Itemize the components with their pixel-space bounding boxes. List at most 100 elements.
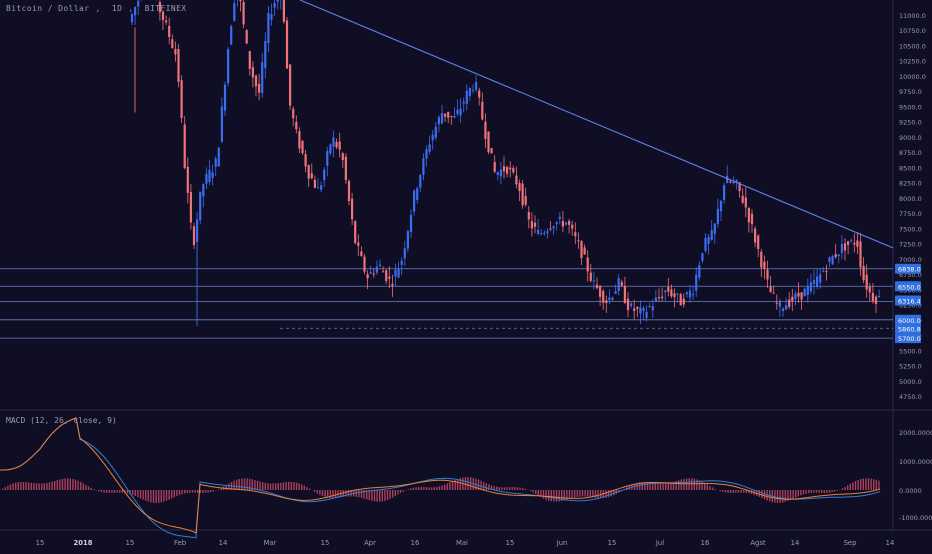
- macd-histogram-bar: [805, 490, 806, 494]
- candle-body: [528, 212, 530, 219]
- candle-body: [522, 184, 524, 206]
- price-tick-label: 10000.0: [899, 73, 926, 81]
- macd-histogram-bar: [704, 483, 705, 490]
- candle-body: [460, 108, 462, 115]
- candle-body: [199, 192, 201, 221]
- candle-body: [367, 274, 369, 278]
- candle-body: [596, 285, 598, 288]
- candle-body: [577, 240, 579, 241]
- candle-body: [422, 158, 424, 174]
- macd-histogram-bar: [153, 490, 154, 503]
- trendline: [300, 0, 893, 248]
- candle-body: [382, 271, 384, 272]
- macd-histogram-bar: [434, 487, 435, 490]
- macd-histogram-bar: [683, 479, 684, 490]
- candle-body: [512, 168, 514, 172]
- macd-histogram-bar: [88, 486, 89, 490]
- candle-body: [478, 90, 480, 97]
- price-tick-label: 4750.0: [899, 393, 922, 401]
- candle-body: [432, 135, 434, 140]
- candle-body: [394, 270, 396, 277]
- candle-body: [856, 240, 858, 246]
- price-label-text: 5700.0: [898, 335, 921, 343]
- candle-body: [221, 106, 223, 141]
- candle-body: [770, 287, 772, 293]
- candle-body: [677, 293, 679, 294]
- candle-body: [376, 267, 378, 273]
- candle-body: [717, 209, 719, 224]
- time-tick-label: Mai: [456, 539, 468, 547]
- macd-histogram-bar: [46, 483, 47, 490]
- macd-histogram-bar: [722, 490, 723, 492]
- candle-body: [825, 271, 827, 272]
- candle-body: [416, 188, 418, 200]
- candle-body: [782, 309, 784, 312]
- candle-body: [664, 291, 666, 293]
- macd-histogram-bar: [694, 479, 695, 490]
- candle-body: [537, 230, 539, 234]
- candle-body: [469, 88, 471, 96]
- macd-histogram-bar: [194, 490, 195, 493]
- candle-body: [723, 185, 725, 200]
- price-tick-label: 7500.0: [899, 225, 922, 233]
- macd-histogram-bar: [304, 486, 305, 490]
- candle-body: [574, 232, 576, 236]
- price-tick-label: 5500.0: [899, 347, 922, 355]
- macd-histogram-bar: [545, 490, 546, 500]
- macd-histogram-bar: [317, 490, 318, 493]
- macd-histogram-bar: [150, 490, 151, 502]
- candle-body: [559, 217, 561, 219]
- macd-indicator-title[interactable]: MACD (12, 26, close, 9): [6, 416, 117, 425]
- time-tick-label: 14: [219, 539, 228, 547]
- macd-histogram-bar: [564, 490, 565, 500]
- macd-histogram-bar: [709, 486, 710, 490]
- macd-histogram-bar: [452, 481, 453, 490]
- macd-histogram-bar: [816, 490, 817, 493]
- macd-histogram-bar: [361, 490, 362, 498]
- interval-label: 1D: [112, 4, 122, 13]
- macd-histogram-bar: [114, 490, 115, 493]
- candle-body: [819, 274, 821, 283]
- candle-body: [708, 237, 710, 244]
- macd-histogram-bar: [25, 482, 26, 490]
- macd-histogram-bar: [38, 484, 39, 490]
- macd-histogram-bar: [12, 483, 13, 490]
- macd-histogram-bar: [400, 490, 401, 493]
- macd-histogram-bar: [75, 480, 76, 490]
- time-tick-label: Apr: [364, 539, 376, 547]
- candle-body: [277, 0, 279, 2]
- candle-body: [810, 282, 812, 291]
- macd-histogram-bar: [207, 490, 208, 493]
- macd-tick-label: 1000.0000: [899, 458, 932, 466]
- candle-body: [549, 229, 551, 230]
- macd-histogram-bar: [499, 487, 500, 490]
- price-label-text: 6550.0: [898, 283, 921, 291]
- candle-body: [866, 275, 868, 290]
- candle-body: [491, 148, 493, 153]
- candle-body: [822, 271, 824, 272]
- macd-line: [0, 418, 880, 538]
- price-label-text: 6838.0: [898, 266, 921, 274]
- macd-histogram-bar: [863, 479, 864, 490]
- macd-histogram-bar: [122, 490, 123, 493]
- macd-histogram-bar: [532, 490, 533, 493]
- macd-histogram-bar: [408, 489, 409, 490]
- macd-histogram-bar: [525, 489, 526, 490]
- candle-body: [745, 198, 747, 208]
- macd-histogram-bar: [176, 490, 177, 496]
- macd-histogram-bar: [415, 487, 416, 490]
- macd-histogram-bar: [64, 478, 65, 490]
- macd-histogram-bar: [506, 487, 507, 490]
- time-tick-label: 15: [321, 539, 330, 547]
- macd-histogram-bar: [824, 490, 825, 493]
- candle-body: [863, 266, 865, 280]
- macd-histogram-bar: [681, 480, 682, 490]
- candle-body: [447, 112, 449, 118]
- macd-histogram-bar: [23, 482, 24, 490]
- time-tick-label: Feb: [174, 539, 186, 547]
- candle-body: [875, 297, 877, 304]
- macd-histogram-bar: [158, 490, 159, 503]
